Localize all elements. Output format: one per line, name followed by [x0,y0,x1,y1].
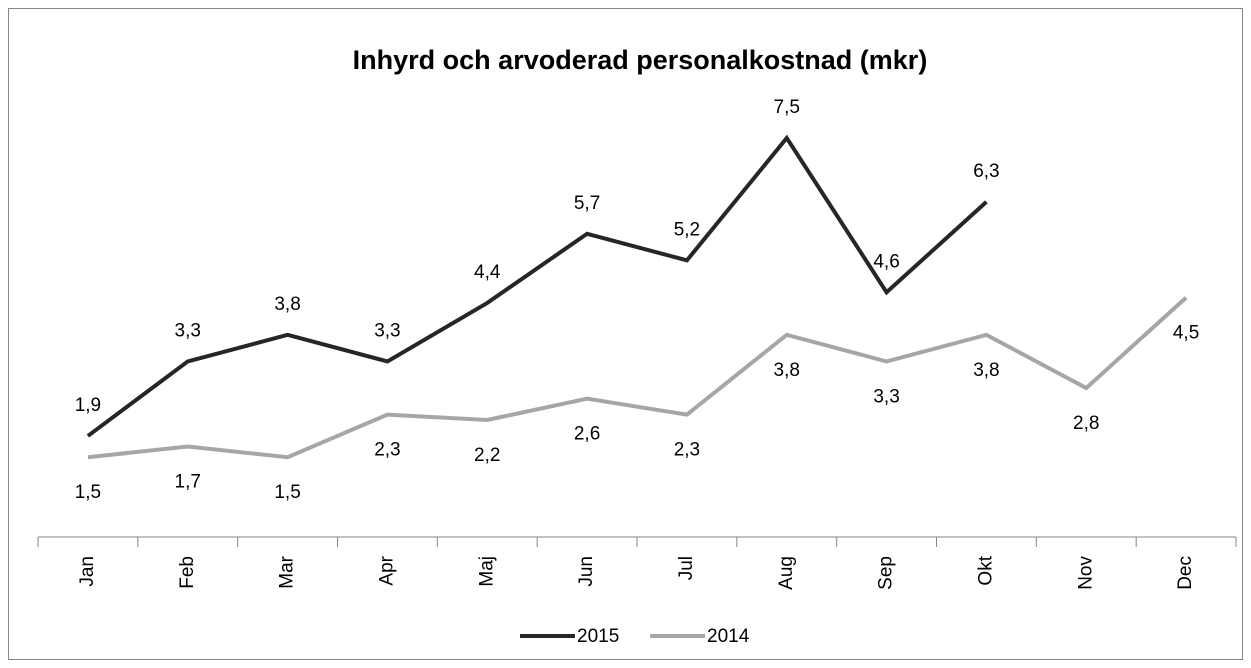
data-label: 3,3 [873,386,899,407]
data-label: 1,9 [75,395,101,416]
data-label: 6,3 [973,161,999,182]
data-label: 3,8 [973,360,999,381]
data-label: 4,4 [474,262,501,283]
x-tick-label: Aug [776,556,797,590]
data-label: 3,8 [774,360,800,381]
x-tick-label: Nov [1075,556,1096,590]
x-tick-label: Mar [277,555,298,588]
x-tick-label: Jun [576,556,597,587]
x-tick-label: Okt [975,555,996,585]
x-tick-label: Maj [476,556,497,587]
data-label: 3,8 [274,294,300,315]
series-line [86,134,988,438]
data-label: 3,3 [374,320,400,341]
data-label: 1,7 [175,472,201,493]
x-tick-label: Jan [77,556,98,587]
chart-title: Inhyrd och arvoderad personalkostnad (mk… [353,45,928,75]
data-label: 1,5 [75,482,101,503]
data-label: 7,5 [774,97,800,118]
x-tick-label: Sep [876,556,897,590]
x-tick-label: Feb [177,556,198,589]
legend-label: 2014 [707,626,750,647]
data-label: 2,8 [1073,413,1099,434]
data-label: 3,3 [175,320,201,341]
data-label: 2,3 [374,440,400,461]
data-label: 2,2 [474,445,500,466]
data-label: 2,3 [674,440,700,461]
x-tick-label: Jul [676,556,697,580]
chart-border [8,8,1243,660]
x-tick-label: Apr [376,555,397,585]
data-label: 5,2 [674,219,700,240]
data-label: 2,6 [574,424,600,445]
legend-label: 2015 [577,626,619,647]
series-line [87,296,1188,460]
data-label: 4,6 [873,251,899,272]
data-label: 1,5 [274,482,300,503]
data-label: 5,7 [574,193,600,214]
data-label: 4,5 [1173,323,1199,344]
x-tick-label: Dec [1175,556,1196,590]
